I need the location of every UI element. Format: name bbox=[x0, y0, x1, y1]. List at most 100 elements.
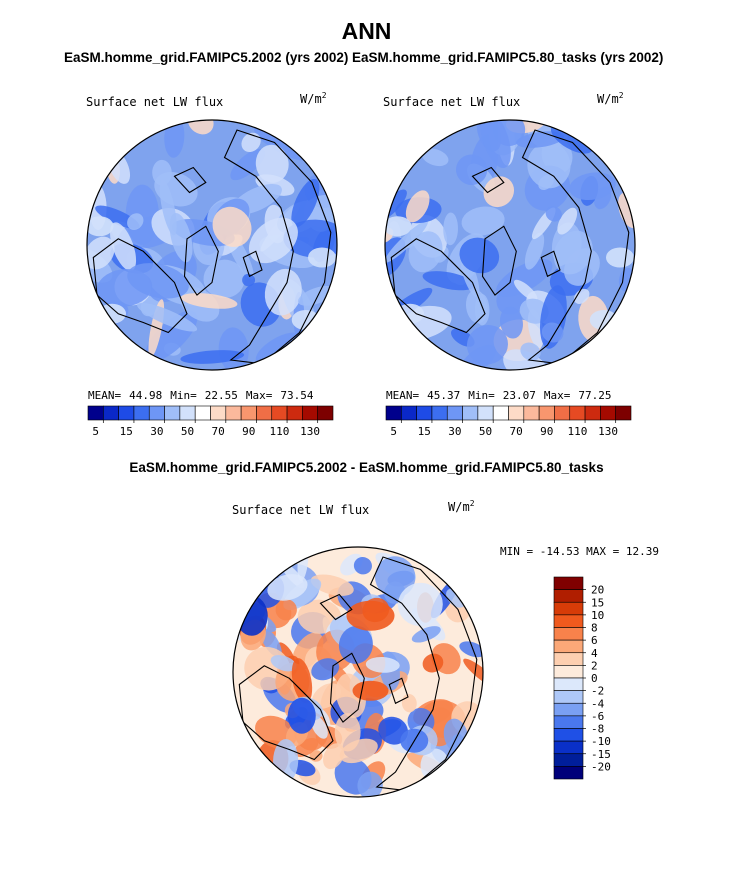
map2-field-patch bbox=[573, 288, 590, 304]
map2-field-patch bbox=[422, 271, 475, 291]
page-title: ANN bbox=[341, 18, 392, 44]
colorbar2-tick-label: -2 bbox=[591, 685, 604, 698]
colorbar1-cell bbox=[508, 405, 525, 421]
colorbar1-cell bbox=[538, 405, 555, 421]
colorbar2-cell bbox=[553, 665, 584, 679]
panel3-variable-label: Surface net LW flux bbox=[232, 503, 370, 517]
map1-field-patch bbox=[248, 217, 298, 264]
colorbar2-tick-label: 15 bbox=[591, 596, 604, 609]
map3-field-patch bbox=[422, 653, 444, 673]
colorbar2-cell bbox=[553, 652, 584, 666]
map1-field-patch bbox=[159, 179, 177, 236]
colorbar2-tick-label: 10 bbox=[591, 609, 604, 622]
colorbar2-cell bbox=[553, 589, 584, 603]
map3-field-patch bbox=[397, 582, 443, 627]
map2-field-patch bbox=[569, 172, 616, 201]
map3-field-patch bbox=[323, 743, 345, 770]
map1-field-patch bbox=[308, 247, 336, 268]
panel3-stats: MIN = -14.53 MAX = 12.39 bbox=[500, 545, 659, 558]
colorbar1-cell bbox=[446, 405, 463, 421]
colorbar1-cell bbox=[600, 405, 616, 421]
map3-field-patch bbox=[312, 683, 341, 709]
colorbar2-tick-label: 0 bbox=[591, 672, 598, 685]
colorbar0-tick-label: 110 bbox=[269, 425, 289, 438]
map1-field-patch bbox=[212, 206, 252, 247]
panel1-min-value: 22.55 bbox=[204, 389, 238, 402]
colorbar0-tick-label: 50 bbox=[181, 425, 194, 438]
colorbar0-cell bbox=[133, 405, 150, 421]
map2-field-patch bbox=[483, 176, 515, 208]
colorbar0-cell bbox=[179, 405, 196, 421]
panel2-min-value: 23.07 bbox=[502, 389, 536, 402]
colorbar2-tick-label: 20 bbox=[591, 584, 604, 597]
map3-coastline bbox=[329, 652, 365, 723]
panel1-mean-label: MEAN= bbox=[88, 389, 122, 402]
colorbar2-cell bbox=[553, 677, 584, 691]
colorbar0-cell bbox=[118, 405, 135, 421]
map2-field-patch bbox=[480, 120, 511, 169]
map1-field-patch bbox=[137, 302, 198, 332]
map2-field-patch bbox=[455, 154, 488, 186]
map3-field-patch bbox=[310, 574, 354, 596]
colorbar1-tick-label: 15 bbox=[418, 425, 431, 438]
map3-coastline bbox=[238, 665, 334, 761]
colorbar1-cell bbox=[615, 405, 632, 421]
panel3-title: EaSM.homme_grid.FAMIPC5.2002 - EaSM.homm… bbox=[129, 460, 604, 475]
panel1-stats: MEAN= 44.98 Min= 22.55 Max= 73.54 bbox=[88, 389, 314, 402]
map2-field-patch bbox=[405, 190, 430, 223]
map2-field-patch bbox=[524, 232, 545, 270]
colorbar2-cell bbox=[553, 690, 584, 704]
colorbar2-cell bbox=[553, 728, 584, 742]
colorbar0-tick-label: 70 bbox=[212, 425, 225, 438]
map3-field-patch bbox=[291, 658, 313, 704]
colorbar2-cell bbox=[553, 702, 584, 717]
map1-coastline bbox=[223, 129, 332, 365]
map2-field-patch bbox=[408, 231, 443, 273]
panel2-title: EaSM.homme_grid.FAMIPC5.80_tasks (yrs 20… bbox=[352, 50, 664, 65]
map2-field-patch bbox=[545, 206, 562, 222]
panel2-mean-value: 45.37 bbox=[427, 389, 461, 402]
colorbar1-tick-label: 50 bbox=[479, 425, 492, 438]
panel1-max-label: Max= bbox=[245, 389, 273, 402]
map3-coastline bbox=[319, 593, 353, 621]
map1-field-patch bbox=[187, 120, 214, 135]
map1-field-patch bbox=[297, 285, 335, 306]
map1-border bbox=[86, 119, 338, 371]
map3-field-patch bbox=[311, 715, 328, 739]
map2-coastline bbox=[521, 129, 630, 365]
colorbar2-tick-label: 2 bbox=[591, 659, 598, 672]
panel2-units: W/m2 bbox=[597, 91, 624, 106]
colorbar2-cell bbox=[553, 753, 584, 767]
panel2-max-value: 77.25 bbox=[578, 389, 612, 402]
colorbar1-cell bbox=[554, 405, 571, 421]
map3-field-patch bbox=[287, 697, 316, 734]
colorbar2-tick-label: -15 bbox=[591, 748, 611, 761]
panel2-variable-label: Surface net LW flux bbox=[383, 95, 521, 109]
colorbar2-tick-label: -8 bbox=[591, 723, 604, 736]
map3-field-patch bbox=[346, 600, 395, 631]
map1-field-patch bbox=[283, 219, 337, 258]
map3-field-patch bbox=[375, 556, 416, 598]
map3-field-patch bbox=[353, 557, 372, 575]
map2-field-patch bbox=[496, 259, 553, 297]
colorbar0-cell bbox=[302, 405, 318, 421]
colorbar1-cell bbox=[569, 405, 586, 421]
map1-coastline bbox=[242, 250, 263, 278]
map3-field-patch bbox=[334, 712, 361, 752]
map1-field-patch bbox=[242, 273, 256, 287]
map2-coastline bbox=[471, 166, 505, 194]
map2-field-patch bbox=[553, 230, 593, 275]
colorbar1-tick-label: 90 bbox=[540, 425, 553, 438]
colorbar1-cell bbox=[462, 405, 479, 421]
colorbar0-cell bbox=[286, 405, 303, 421]
panel2-min-label: Min= bbox=[468, 389, 495, 402]
panel1-variable-label: Surface net LW flux bbox=[86, 95, 224, 109]
map2-field-patch bbox=[527, 142, 571, 189]
panel2-max-label: Max= bbox=[543, 389, 571, 402]
map2-coastline bbox=[481, 225, 517, 296]
colorbar1-cell bbox=[584, 405, 601, 421]
map1-field-patch bbox=[291, 178, 320, 228]
map2-field-patch bbox=[465, 290, 488, 324]
colorbar0-cell bbox=[256, 405, 273, 421]
colorbar0-cell bbox=[148, 405, 165, 421]
